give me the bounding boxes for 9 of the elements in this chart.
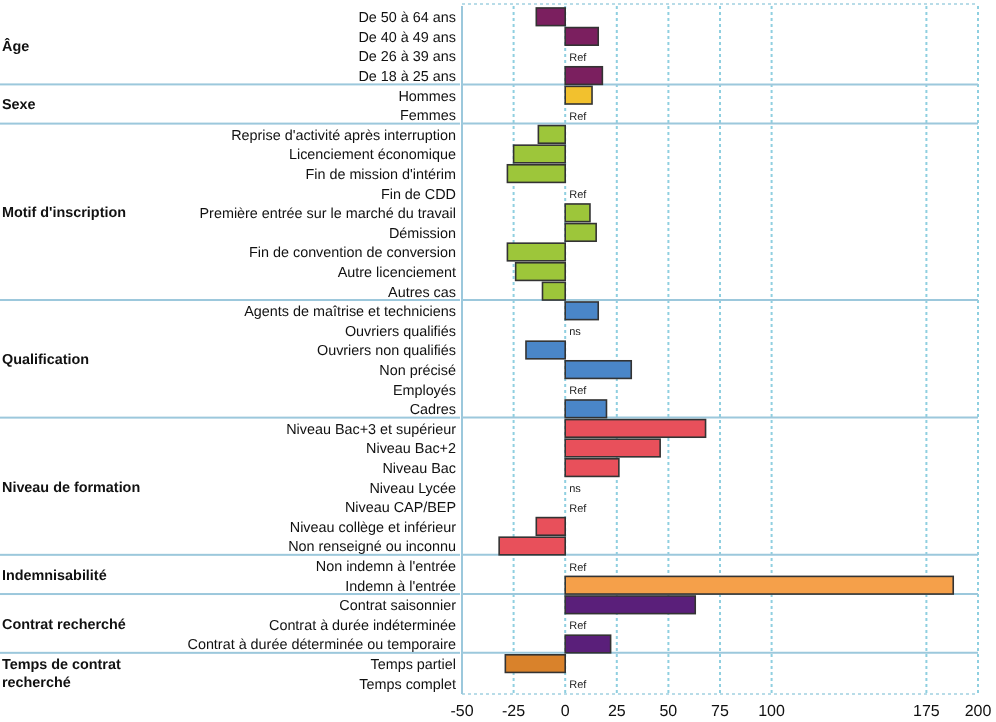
x-tick-label: -50 [450, 702, 475, 720]
x-tick-label: 25 [607, 702, 627, 720]
x-tick-label: 100 [758, 702, 787, 720]
x-tick-label: 50 [659, 702, 679, 720]
x-tick-label: 200 [964, 702, 993, 720]
x-tick-label: 75 [711, 702, 730, 720]
x-tick-label: -25 [502, 702, 527, 720]
x-tick-label: 0 [560, 702, 571, 720]
x-tick-label: 175 [913, 702, 941, 720]
